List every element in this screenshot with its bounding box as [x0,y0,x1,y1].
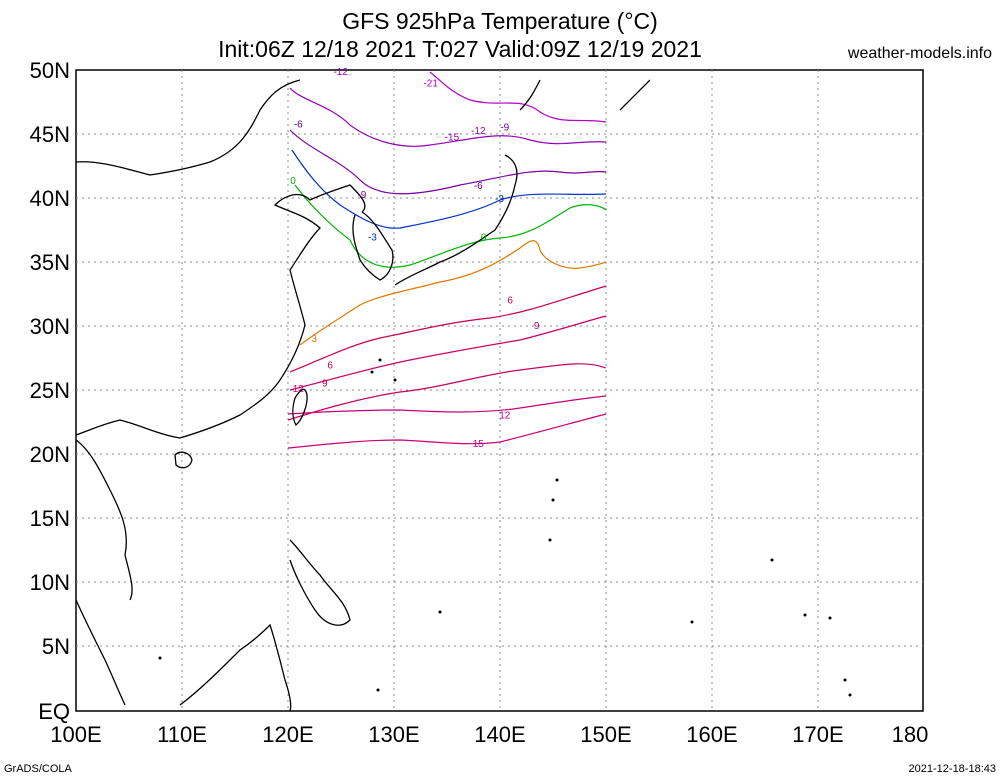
coastline-hainan [174,451,193,469]
contour-label: 12 [499,411,511,422]
contour-line [287,395,607,415]
contour-line [299,240,607,346]
lat-label: 25N [30,378,70,403]
lon-label: 120E [262,722,313,747]
footer-left: GrADS/COLA [4,763,72,775]
lon-label: 150E [580,722,631,747]
lat-label: 50N [30,58,70,83]
contour-line [294,184,607,268]
coastline-japan [394,154,518,286]
lon-label: 130E [368,722,419,747]
contour-line [287,363,607,421]
gridlines [76,70,923,711]
contour-line [289,315,607,391]
lat-label: 40N [30,186,70,211]
temperature-contours [287,71,607,449]
contour-label: -12 [333,67,348,78]
contour-label: -6 [474,181,483,192]
lat-label: 15N [30,506,70,531]
contour-label: -9 [357,190,366,201]
contour-label: 12 [293,384,305,395]
contour-label: 6 [327,361,333,372]
coastline-philippines [289,539,351,626]
contour-line [289,129,607,195]
contour-line [291,149,607,229]
map-title: GFS 925hPa Temperature (°C) [342,8,658,34]
contour-label: -15 [445,133,460,144]
contour-label: 9 [534,321,540,332]
site-credit: weather-models.info [847,45,992,62]
map-subtitle: Init:06Z 12/18 2021 T:027 Valid:09Z 12/1… [218,36,702,62]
footer-right: 2021-12-18-18:43 [908,763,996,775]
coastline-indochina [75,439,133,601]
lat-label: 10N [30,570,70,595]
contour-line [429,71,607,123]
coastline-china [75,184,366,439]
contour-label: -3 [368,233,377,244]
islands [158,358,852,697]
coastline-borneo [179,623,292,712]
coastline-taiwan [292,388,308,426]
contour-label: -12 [471,126,486,137]
coastline-sakhalin [519,79,541,111]
lat-label: 35N [30,250,70,275]
latitude-labels: 50N 45N 40N 35N 30N 25N 20N 15N 10N 5N E… [30,58,70,724]
lat-label: 45N [30,122,70,147]
contour-label: 15 [473,439,485,450]
contour-label: 0 [290,176,296,187]
lat-label: 5N [42,634,70,659]
contour-line [289,285,607,373]
lat-label: EQ [38,699,70,724]
contour-labels: -21 -15 -12 -12 -9 -9 -6 -6 -3 -3 0 0 3 6 6 9 9 12 12 15 [290,67,540,450]
contour-label: -3 [495,194,504,205]
coastline-kurils [619,79,651,111]
coastlines [75,79,651,712]
lon-label: 180 [892,722,929,747]
lat-label: 20N [30,442,70,467]
contour-label: 0 [481,233,487,244]
lon-label: 170E [792,722,843,747]
contour-line [289,87,607,147]
lat-label: 30N [30,314,70,339]
lon-label: 100E [50,722,101,747]
contour-label: -9 [500,122,509,133]
longitude-labels: 100E 110E 120E 130E 140E 150E 160E 170E … [50,722,928,747]
contour-label: 9 [322,379,328,390]
contour-label: 6 [507,295,513,306]
lon-label: 140E [474,722,525,747]
lon-label: 160E [686,722,737,747]
contour-label: -6 [294,120,303,131]
coastline-mongolia-border [75,79,301,176]
contour-label: 3 [311,334,317,345]
contour-line [287,413,607,449]
coastline-korea [352,211,394,281]
coastline-malaysia [75,599,126,706]
contour-label: -21 [423,79,438,90]
lon-label: 110E [157,722,207,747]
